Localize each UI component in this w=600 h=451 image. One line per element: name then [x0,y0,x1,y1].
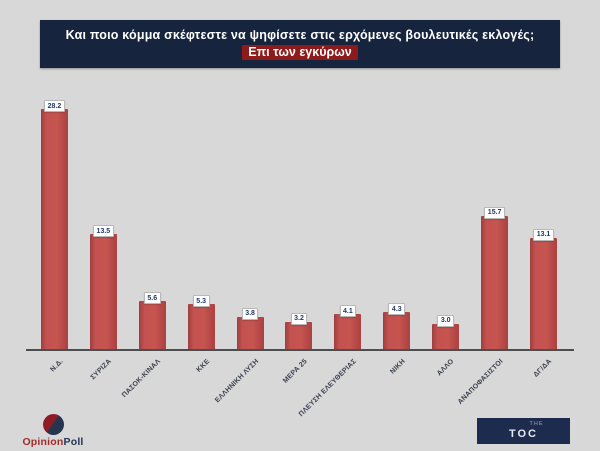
opinion-poll-logo-text: OpinionPoll [8,437,98,448]
bar-chart: 28.2 Ν.Δ. 13.5 ΣΥΡΙΖΑ 5.6 ΠΑΣΟΚ-ΚΙΝΑΛ 5.3 ΚΚΕ 3.… [26,94,574,418]
bar [334,314,362,349]
bar [530,237,558,349]
bar-slot: 4.1 ΠΛΕΥΣΗ ΕΛΕΥΘΕΡΙΑΣ [298,94,372,418]
category-label: ΑΝΑΠΟΦΑΣΙΣΤΟΙ [456,358,505,406]
bar [432,323,460,349]
category-label: ΠΛΕΥΣΗ ΕΛΕΥΘΕΡΙΑΣ [297,358,358,419]
bar-slot: 5.3 ΚΚΕ [177,94,226,374]
bar-value-label: 3.8 [241,307,259,320]
bar-slot: 3.2 ΜΕΡΑ 25 [275,94,324,385]
category-label: ΚΚΕ [195,358,212,374]
bar-slot: 15.7 ΑΝΑΠΟΦΑΣΙΣΤΟΙ [457,94,519,406]
bar [285,321,313,349]
title-box: Και ποιο κόμμα σκέφτεστε να ψηφίσετε στι… [40,20,560,68]
category-label: ΔΓ/ΔΑ [532,358,554,379]
bar-slot: 13.1 ΔΓ/ΔΑ [519,94,568,379]
toc-logo-line1: THE [529,421,544,428]
opinion-poll-text-primary: Opinion [22,436,64,448]
bar-slot: 5.6 ΠΑΣΟΚ-ΚΙΝΑΛ [121,94,177,399]
category-label: ΜΕΡΑ 25 [282,358,309,385]
bar [89,234,117,349]
bar-value-label: 5.6 [143,292,161,305]
bar [187,304,215,349]
bar-slot: 3.0 ΑΛΛΟ [421,94,470,377]
poll-question: Και ποιο κόμμα σκέφτεστε να ψηφίσετε στι… [65,27,535,42]
bar-value-label: 4.1 [339,305,357,318]
category-label: ΕΛΛΗΝΙΚΗ ΛΥΣΗ [213,358,261,405]
category-label: Ν.Δ. [49,358,65,374]
subtitle-wrap: Επι των εγκύρων [40,44,560,61]
toc-logo-line2: TOC [508,427,539,440]
bar-value-label: 3.2 [290,312,308,325]
bar-value-label: 15.7 [484,206,505,219]
the-toc-logo: THE TOC [477,418,570,444]
bar [138,301,166,349]
bars-container: 28.2 Ν.Δ. 13.5 ΣΥΡΙΖΑ 5.6 ΠΑΣΟΚ-ΚΙΝΑΛ 5.3 ΚΚΕ 3.… [30,94,568,418]
bar-slot: 3.8 ΕΛΛΗΝΙΚΗ ΛΥΣΗ [214,94,275,404]
opinion-poll-logo: OpinionPoll [8,414,98,448]
bar-value-label: 13.5 [93,225,114,238]
bar-slot: 28.2 Ν.Δ. [30,94,79,373]
bar [383,312,411,349]
bar-slot: 4.3 ΝΙΚΗ [372,94,421,376]
category-label: ΠΑΣΟΚ-ΚΙΝΑΛ [121,358,163,400]
poll-subtitle: Επι των εγκύρων [242,44,358,61]
bar [40,109,68,349]
opinion-poll-circle-icon [42,414,64,435]
bar [481,215,509,349]
x-axis-line [26,349,574,351]
opinion-poll-text-secondary: Poll [63,436,84,448]
bar-value-label: 4.3 [388,303,406,316]
bar-value-label: 28.2 [44,100,65,113]
category-label: ΑΛΛΟ [436,358,456,378]
bar-value-label: 3.0 [437,314,455,327]
bar [236,316,264,349]
bar-value-label: 13.1 [533,228,554,241]
category-label: ΝΙΚΗ [389,358,407,376]
category-label: ΣΥΡΙΖΑ [89,358,114,382]
bar-value-label: 5.3 [192,295,210,307]
bar-slot: 13.5 ΣΥΡΙΖΑ [79,94,128,381]
